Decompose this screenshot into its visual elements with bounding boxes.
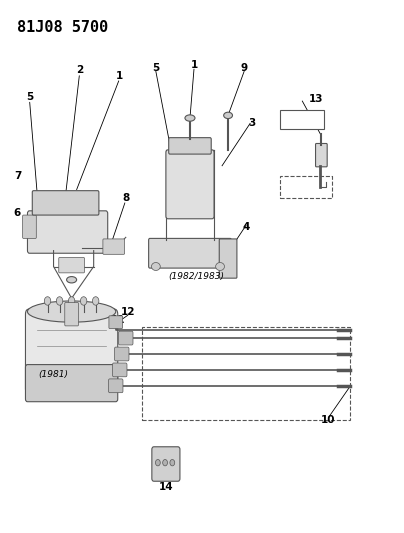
Circle shape (156, 459, 160, 466)
FancyBboxPatch shape (103, 239, 124, 254)
FancyBboxPatch shape (114, 347, 129, 361)
Circle shape (93, 297, 99, 305)
Text: 3: 3 (248, 118, 256, 128)
Circle shape (44, 297, 51, 305)
Text: (1981): (1981) (38, 370, 69, 379)
FancyBboxPatch shape (25, 309, 118, 394)
FancyBboxPatch shape (65, 303, 78, 326)
Circle shape (163, 459, 168, 466)
Text: 8: 8 (122, 192, 129, 203)
Ellipse shape (224, 112, 232, 118)
Ellipse shape (152, 263, 160, 270)
Circle shape (170, 459, 175, 466)
FancyBboxPatch shape (23, 215, 36, 238)
Text: 12: 12 (120, 306, 135, 317)
Text: (1982/1983): (1982/1983) (168, 272, 224, 281)
FancyBboxPatch shape (109, 379, 123, 393)
Text: 1: 1 (116, 70, 123, 80)
Text: 4: 4 (242, 222, 250, 232)
Ellipse shape (67, 277, 77, 283)
Text: 10: 10 (321, 415, 336, 425)
Circle shape (68, 297, 75, 305)
Text: RBL-13Y6: RBL-13Y6 (284, 115, 321, 124)
FancyBboxPatch shape (27, 211, 108, 253)
FancyBboxPatch shape (152, 447, 180, 481)
Text: 11: 11 (110, 314, 125, 325)
FancyBboxPatch shape (219, 239, 237, 278)
FancyBboxPatch shape (169, 138, 211, 154)
Text: 1: 1 (190, 60, 198, 70)
Text: 14: 14 (159, 481, 173, 491)
FancyBboxPatch shape (25, 365, 118, 402)
Ellipse shape (27, 301, 116, 322)
FancyBboxPatch shape (280, 110, 324, 128)
FancyBboxPatch shape (280, 176, 332, 198)
Ellipse shape (185, 115, 195, 121)
Circle shape (80, 297, 87, 305)
FancyBboxPatch shape (59, 257, 84, 273)
Text: 81J08 5700: 81J08 5700 (17, 20, 109, 35)
FancyBboxPatch shape (149, 238, 231, 268)
FancyBboxPatch shape (118, 331, 133, 345)
FancyBboxPatch shape (316, 143, 327, 167)
FancyBboxPatch shape (113, 363, 127, 377)
Text: 13: 13 (309, 94, 324, 104)
Text: 9: 9 (240, 63, 248, 72)
Text: 5: 5 (26, 92, 33, 102)
FancyBboxPatch shape (109, 316, 122, 328)
Ellipse shape (216, 263, 225, 270)
Text: 5: 5 (152, 63, 160, 72)
FancyBboxPatch shape (32, 191, 99, 215)
Text: 6: 6 (14, 208, 21, 219)
Circle shape (56, 297, 63, 305)
Text: 2: 2 (76, 66, 83, 75)
FancyBboxPatch shape (142, 327, 350, 420)
FancyBboxPatch shape (166, 150, 214, 219)
Text: 7: 7 (14, 172, 21, 181)
